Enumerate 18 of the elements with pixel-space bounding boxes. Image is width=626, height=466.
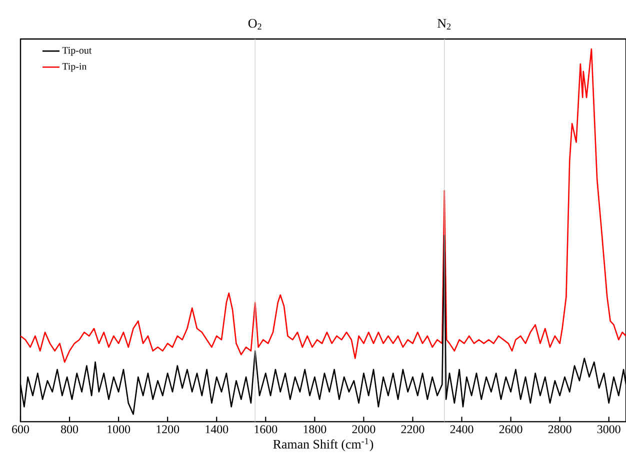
legend-label: Tip-out: [62, 47, 92, 56]
x-tick-label: 2000: [352, 425, 376, 434]
x-tick-label: 1400: [206, 425, 228, 434]
x-tick-label: 2800: [548, 425, 572, 434]
x-axis-title: Raman Shift (cm$^{-1}$): [273, 438, 374, 452]
ref-line-label: N$_{2}$: [438, 19, 451, 30]
ref-line-label: O$_{2}$: [248, 19, 262, 30]
x-tick-label: 600: [12, 425, 30, 434]
x-tick-label: 1200: [156, 425, 180, 434]
x-tick-label: 1800: [304, 425, 326, 434]
x-tick-label: 800: [61, 425, 78, 434]
x-tick-label: 1600: [254, 425, 278, 434]
x-tick-label: 3000: [597, 425, 620, 434]
x-tick-label: 2600: [499, 425, 522, 434]
legend-label: Tip-in: [62, 63, 87, 72]
x-tick-label: 2200: [401, 425, 424, 434]
x-tick-label: 1000: [108, 425, 130, 434]
x-tick-label: 2400: [450, 425, 474, 434]
